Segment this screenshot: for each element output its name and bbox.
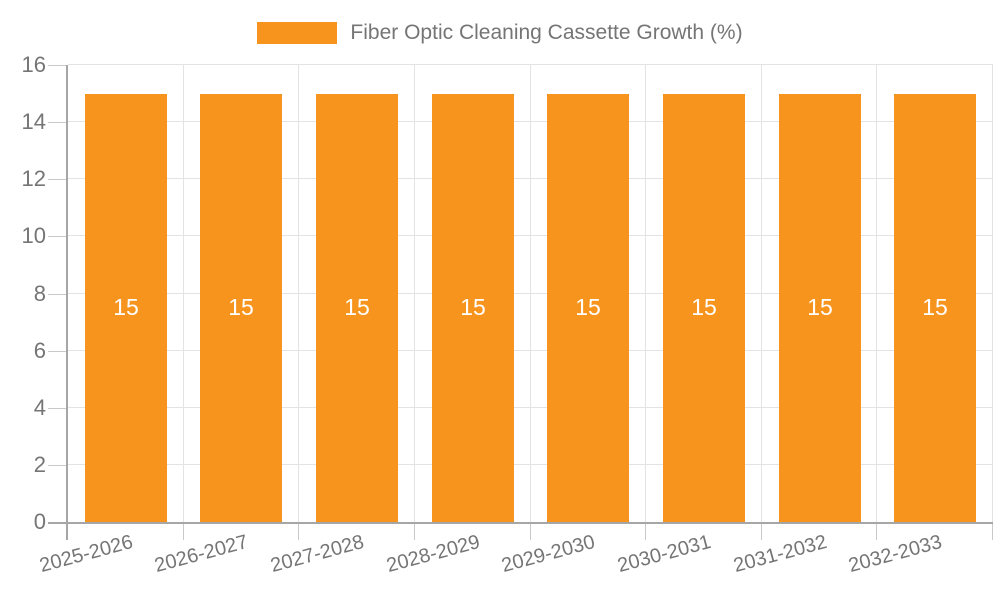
gridline-vertical bbox=[414, 65, 415, 522]
y-axis-tick bbox=[48, 465, 68, 466]
x-axis-tick bbox=[761, 522, 762, 540]
bar[interactable]: 15 bbox=[85, 94, 167, 522]
legend-label: Fiber Optic Cleaning Cassette Growth (%) bbox=[350, 21, 743, 44]
bar-value-label: 15 bbox=[922, 294, 948, 320]
bar-value-label: 15 bbox=[691, 294, 717, 320]
x-axis-tick bbox=[530, 522, 531, 540]
y-axis-tick bbox=[48, 236, 68, 237]
bar[interactable]: 15 bbox=[779, 94, 861, 522]
bar-value-label: 15 bbox=[460, 294, 486, 320]
bar-value-label: 15 bbox=[807, 294, 833, 320]
y-axis-tick bbox=[48, 179, 68, 180]
y-axis-tick-label: 10 bbox=[21, 223, 46, 248]
x-axis-label: 2025-2026 bbox=[37, 531, 136, 578]
y-axis-tick-label: 16 bbox=[21, 52, 46, 77]
gridline-vertical bbox=[298, 65, 299, 522]
gridline-vertical bbox=[876, 65, 877, 522]
bar[interactable]: 15 bbox=[432, 94, 514, 522]
gridline-vertical bbox=[761, 65, 762, 522]
gridline-vertical bbox=[183, 65, 184, 522]
x-axis-label: 2029-2030 bbox=[499, 531, 598, 578]
bar[interactable]: 15 bbox=[200, 94, 282, 522]
bar[interactable]: 15 bbox=[894, 94, 976, 522]
y-axis-tick-label: 8 bbox=[33, 281, 46, 306]
y-axis-tick bbox=[48, 351, 68, 352]
x-axis-tick bbox=[992, 522, 993, 540]
gridline-horizontal bbox=[68, 64, 993, 65]
x-axis-tick bbox=[414, 522, 415, 540]
gridline-vertical bbox=[645, 65, 646, 522]
x-axis-line bbox=[48, 522, 993, 524]
x-axis-tick bbox=[645, 522, 646, 540]
bar-value-label: 15 bbox=[228, 294, 254, 320]
y-axis-tick-label: 0 bbox=[33, 509, 46, 534]
y-axis-tick bbox=[48, 294, 68, 295]
x-axis-label: 2031-2032 bbox=[731, 531, 830, 578]
y-axis-tick-label: 2 bbox=[33, 452, 46, 477]
y-axis-tick bbox=[48, 408, 68, 409]
y-axis-tick-label: 14 bbox=[21, 109, 46, 134]
x-axis-label: 2027-2028 bbox=[268, 531, 367, 578]
x-axis-tick bbox=[298, 522, 299, 540]
bar-value-label: 15 bbox=[344, 294, 370, 320]
x-axis-label: 2026-2027 bbox=[152, 531, 251, 578]
bar[interactable]: 15 bbox=[316, 94, 398, 522]
y-axis-tick bbox=[48, 122, 68, 123]
x-axis-label: 2028-2029 bbox=[384, 531, 483, 578]
y-axis-tick bbox=[48, 65, 68, 66]
gridline-vertical bbox=[530, 65, 531, 522]
y-axis-tick-label: 12 bbox=[21, 166, 46, 191]
x-axis-tick bbox=[183, 522, 184, 540]
legend-swatch bbox=[257, 22, 338, 44]
legend[interactable]: Fiber Optic Cleaning Cassette Growth (%) bbox=[0, 21, 1000, 45]
bar-value-label: 15 bbox=[113, 294, 139, 320]
bar-value-label: 15 bbox=[575, 294, 601, 320]
x-axis-label: 2030-2031 bbox=[615, 531, 714, 578]
y-axis-tick-label: 4 bbox=[33, 395, 46, 420]
bar[interactable]: 15 bbox=[547, 94, 629, 522]
y-axis-tick-label: 6 bbox=[33, 338, 46, 363]
x-axis-label: 2032-2033 bbox=[846, 531, 945, 578]
y-axis-line bbox=[66, 65, 68, 540]
gridline-vertical bbox=[992, 65, 993, 522]
bar[interactable]: 15 bbox=[663, 94, 745, 522]
x-axis-tick bbox=[876, 522, 877, 540]
